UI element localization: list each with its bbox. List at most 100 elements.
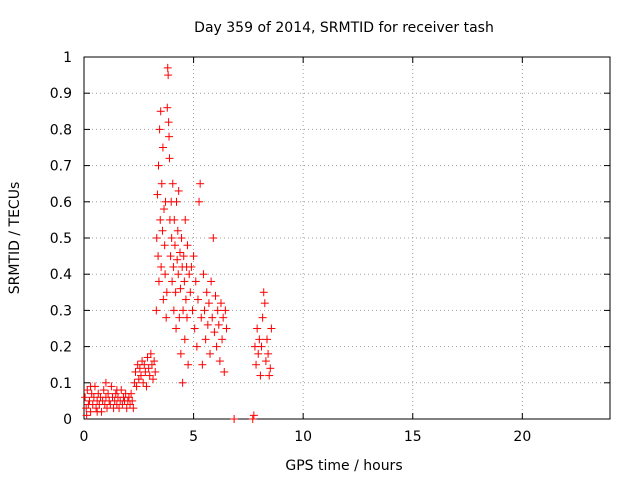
data-point [163,63,172,72]
data-point [131,367,140,376]
data-point [207,277,216,286]
data-point [107,382,116,391]
data-point [127,389,136,398]
data-point [143,353,152,362]
data-point [188,306,197,315]
data-point [168,179,177,188]
y-tick-label: 0.7 [50,159,72,175]
data-point [197,313,206,322]
data-point [140,360,149,369]
data-point [199,270,208,279]
data-point [264,349,273,358]
data-point [174,270,183,279]
y-tick-label: 0.9 [50,86,72,102]
data-point [192,342,201,351]
data-point [256,371,265,380]
data-point [170,215,179,224]
data-point [154,277,163,286]
data-point [94,389,103,398]
data-point [135,364,144,373]
data-point [203,320,212,329]
data-point [134,375,143,384]
data-point [187,262,196,271]
data-point [184,360,193,369]
data-point [128,396,137,405]
data-point [263,335,272,344]
data-point [171,288,180,297]
data-point [190,324,199,333]
data-point [165,154,174,163]
data-point [157,179,166,188]
y-tick-label: 0.3 [50,303,72,319]
data-point [82,411,91,420]
x-axis-label: GPS time / hours [285,458,402,474]
data-point [169,306,178,315]
data-point [154,161,163,170]
data-point [164,71,173,80]
y-tick-label: 1 [63,50,72,66]
data-point [213,306,222,315]
data-point [144,364,153,373]
data-point [157,262,166,271]
data-point [166,252,175,261]
x-tick-label: 20 [513,429,531,445]
y-tick-label: 0.1 [50,376,72,392]
data-point [260,299,269,308]
data-point [172,324,181,333]
data-point [145,371,154,380]
data-point [129,404,138,413]
data-point [152,234,161,242]
data-point [163,103,172,112]
data-point [139,378,148,387]
data-point [152,306,161,315]
data-points [81,63,276,423]
data-point [141,367,150,376]
data-point [175,313,184,322]
data-point [169,262,178,271]
y-tick-label: 0 [63,412,72,428]
x-tick-labels: 0 5 10 15 20 [80,429,532,445]
data-point [221,306,230,315]
data-point [159,205,168,214]
data-point [150,357,159,366]
data-point [200,306,209,315]
data-point [93,407,102,416]
data-point [99,386,108,395]
data-point [142,382,151,391]
data-point [165,132,174,141]
x-tick-label: 0 [80,429,89,445]
data-point [180,277,189,286]
data-point [212,342,221,351]
data-point [261,357,270,366]
data-point [138,357,147,366]
data-point [174,186,183,195]
data-point [104,389,113,398]
data-point [249,411,258,420]
data-point [191,277,200,286]
data-point [265,371,274,380]
data-point [220,367,229,376]
y-tick-label: 0.4 [50,267,72,283]
data-point [252,360,261,369]
data-point [170,241,179,250]
data-point [198,360,207,369]
data-point [266,364,275,373]
data-point [183,313,192,322]
y-tick-labels: 0 0.1 0.2 0.3 0.4 0.5 0.6 0.7 0.8 0.9 1 [50,50,72,428]
data-point [177,234,186,242]
data-point [259,288,268,297]
data-point [162,313,171,322]
data-point [151,367,160,376]
chart-title: Day 359 of 2014, SRMTID for receiver tas… [194,20,494,36]
x-tick-label: 5 [189,429,198,445]
data-point [176,284,185,293]
y-tick-label: 0.5 [50,231,72,247]
data-point [146,349,155,358]
data-point [215,357,224,366]
data-point [176,349,185,358]
data-point [216,299,225,308]
data-point [158,143,167,152]
x-tick-label: 10 [294,429,312,445]
axis-ticks [83,56,610,420]
data-point [162,288,171,297]
